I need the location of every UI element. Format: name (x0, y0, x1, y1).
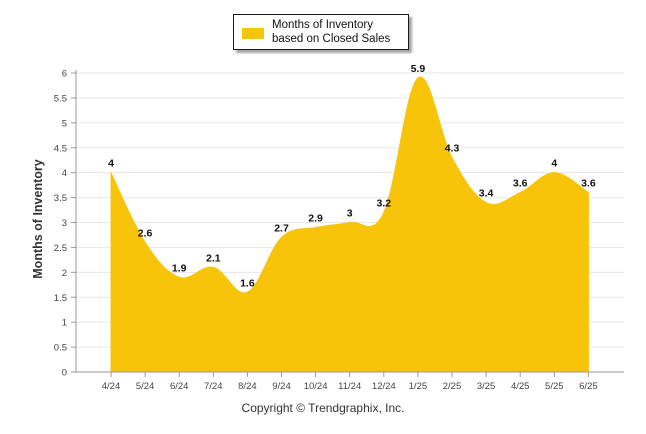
y-tick-label: 0.5 (54, 343, 67, 354)
data-label: 5.9 (411, 63, 426, 75)
y-tick-label: 3 (62, 218, 67, 229)
data-labels: 4 2.6 1.9 2.1 1.6 2.7 2.9 3 3.2 5.9 4.3 3.4 3.6 4 3.6 (108, 63, 596, 289)
x-tick-label: 3/25 (477, 381, 496, 392)
y-tick-label: 1.5 (54, 293, 67, 304)
area-fill (110, 76, 589, 373)
y-tick-label: 2.5 (54, 243, 67, 254)
legend: Months of Inventory based on Closed Sale… (233, 14, 409, 50)
y-tick-label: 4.5 (54, 143, 67, 154)
y-tick-label: 5 (62, 118, 67, 129)
x-tick-label: 8/24 (238, 381, 257, 392)
area-series (110, 76, 589, 373)
y-tick-label: 1 (62, 318, 67, 329)
x-tick-label: 11/24 (338, 381, 361, 392)
x-tick-label: 10/24 (304, 381, 328, 392)
y-tick-labels: 0 0.5 1 1.5 2 2.5 3 3.5 4 4.5 5 5.5 6 (54, 69, 76, 379)
data-label: 3.6 (513, 178, 528, 190)
x-tick-labels: 4/24 5/24 6/24 7/24 8/24 9/24 10/24 11/24 12/24 1… (102, 372, 598, 392)
x-tick-label: 5/25 (545, 381, 564, 392)
x-tick-label: 4/24 (102, 381, 121, 392)
x-tick-label: 6/25 (579, 381, 598, 392)
x-tick-label: 1/25 (409, 381, 428, 392)
x-tick-label: 12/24 (372, 381, 396, 392)
data-label: 2.6 (138, 227, 153, 239)
x-tick-label: 2/25 (443, 381, 462, 392)
data-label: 1.9 (172, 262, 187, 274)
data-label: 3.4 (479, 188, 494, 200)
data-label: 2.7 (274, 222, 289, 234)
legend-swatch (242, 28, 264, 39)
copyright-footer: Copyright © Trendgraphix, Inc. (241, 401, 405, 415)
data-label: 4 (551, 158, 557, 170)
data-label: 2.1 (206, 252, 221, 264)
y-tick-label: 3.5 (54, 193, 67, 204)
legend-label: Months of Inventory based on Closed Sale… (272, 19, 391, 45)
y-tick-label: 4 (62, 168, 67, 179)
data-label: 4 (108, 158, 114, 170)
x-tick-label: 5/24 (136, 381, 155, 392)
data-label: 4.3 (445, 143, 460, 155)
data-label: 3.6 (581, 178, 596, 190)
y-tick-label: 6 (62, 69, 67, 80)
y-tick-label: 2 (62, 268, 67, 279)
x-tick-label: 6/24 (170, 381, 189, 392)
x-tick-label: 4/25 (511, 381, 530, 392)
data-label: 1.6 (240, 277, 255, 289)
data-label: 3 (347, 208, 353, 220)
y-tick-label: 5.5 (54, 93, 67, 104)
x-tick-label: 7/24 (204, 381, 223, 392)
data-label: 3.2 (376, 198, 391, 210)
data-label: 2.9 (308, 212, 323, 224)
y-tick-label: 0 (62, 368, 67, 379)
x-tick-label: 9/24 (272, 381, 291, 392)
y-axis-title: Months of Inventory (31, 159, 45, 279)
